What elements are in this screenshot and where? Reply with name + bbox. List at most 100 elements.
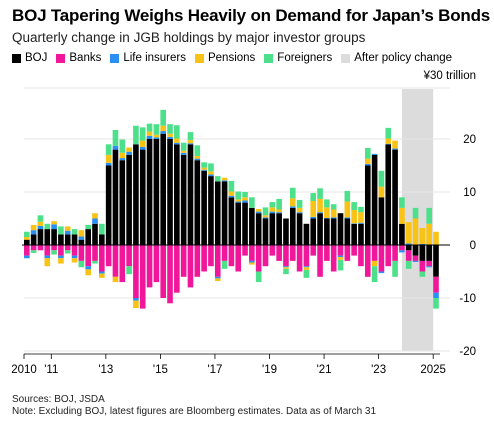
bar-pensions (392, 140, 398, 149)
bar-banks (174, 245, 180, 293)
bar-banks (269, 245, 276, 256)
bar-boj (214, 181, 221, 245)
bar-pensions (167, 133, 173, 137)
y-tick-label: 20 (463, 134, 476, 146)
bar-pensions (64, 226, 71, 231)
bar-life-insurers (37, 225, 44, 230)
bar-banks (351, 245, 357, 256)
bar-pensions (249, 262, 255, 265)
bar-banks (64, 245, 71, 251)
bar-pensions (337, 257, 344, 260)
bar-foreigners (112, 129, 119, 146)
bar-boj (337, 213, 344, 245)
bar-foreigners (44, 223, 51, 230)
bar-boj (30, 234, 37, 245)
bar-pensions (330, 209, 337, 218)
sources-note: Sources: BOJ, JSDA (12, 394, 105, 405)
bar-pensions (119, 152, 126, 159)
bar-pensions (201, 167, 207, 170)
bar-pensions (235, 199, 242, 202)
bar-pensions (371, 260, 378, 267)
bar-boj (194, 160, 201, 245)
bar-banks (92, 245, 98, 261)
bar-boj (208, 176, 214, 245)
bar-banks (262, 245, 269, 267)
bar-foreigners (105, 144, 112, 155)
bar-life-insurers (310, 216, 317, 219)
x-tick-label: '13 (98, 364, 113, 376)
bar-life-insurers (249, 260, 255, 263)
x-tick-label: '23 (371, 364, 386, 376)
bar-boj (276, 213, 282, 245)
bar-life-insurers (78, 236, 85, 240)
bar-boj (78, 239, 85, 245)
bar-banks (426, 260, 432, 267)
bar-banks (153, 245, 160, 283)
bar-boj (187, 144, 194, 245)
y-tick-label: -20 (459, 346, 476, 358)
bar-foreigners (358, 206, 364, 213)
bar-life-insurers (139, 146, 146, 150)
chart-title: BOJ Tapering Weighs Heavily on Demand fo… (12, 6, 491, 25)
bar-banks (392, 245, 398, 261)
bar-foreigners (399, 197, 405, 208)
bar-boj (296, 213, 303, 245)
bar-banks (344, 245, 351, 261)
bar-pensions (364, 158, 371, 164)
bar-boj (358, 223, 364, 245)
bar-foreigners (426, 207, 432, 224)
bar-foreigners (78, 260, 85, 268)
bar-pensions (344, 201, 351, 218)
bar-banks (317, 245, 323, 277)
bar-boj (392, 149, 398, 245)
bar-pensions (85, 269, 91, 276)
bar-boj (405, 245, 412, 251)
legend-label: Banks (69, 52, 102, 64)
bar-boj (85, 229, 91, 245)
bar-life-insurers (92, 218, 98, 224)
bar-boj (105, 165, 112, 245)
bar-boj (126, 154, 132, 245)
bar-boj (99, 234, 105, 245)
bar-banks (119, 245, 126, 283)
bar-life-insurers (344, 217, 351, 219)
bar-boj (324, 218, 330, 245)
bar-banks (412, 255, 419, 261)
bar-pensions (146, 131, 153, 136)
bar-boj (37, 229, 44, 245)
bar-foreigners (419, 271, 426, 277)
bar-foreigners (242, 192, 248, 198)
bar-banks (44, 245, 51, 256)
bar-banks (24, 245, 30, 256)
bar-pensions (99, 273, 105, 278)
bar-pensions (105, 154, 112, 163)
bar-pensions (269, 207, 276, 212)
bar-life-insurers (412, 260, 419, 262)
bar-foreigners (180, 142, 187, 151)
legend-item-foreigners: Foreigners (264, 52, 332, 64)
bar-pensions (44, 258, 51, 267)
bar-foreigners (303, 269, 310, 278)
bar-boj (58, 234, 64, 245)
bar-foreigners (160, 109, 167, 126)
legend-swatch (194, 53, 204, 63)
bar-banks (221, 245, 228, 261)
bar-foreigners (174, 125, 180, 139)
chart-legend: BOJ Banks Life insurers Pensions Foreigners A… (12, 52, 452, 64)
bar-life-insurers (405, 243, 412, 245)
bar-life-insurers (58, 255, 64, 259)
bar-boj (44, 229, 51, 245)
bar-life-insurers (187, 143, 194, 145)
bar-banks (378, 245, 385, 272)
bar-life-insurers (330, 217, 337, 219)
bar-banks (289, 245, 296, 261)
bar-foreigners (194, 145, 201, 156)
bar-life-insurers (289, 206, 296, 208)
bar-life-insurers (85, 266, 91, 270)
y-axis-unit-label: ¥30 trillion (423, 70, 476, 82)
bar-foreigners (249, 197, 255, 208)
bar-foreigners (378, 170, 385, 187)
bar-boj (139, 149, 146, 245)
x-tick-label: 2010 (11, 364, 37, 376)
bar-banks (208, 245, 214, 267)
